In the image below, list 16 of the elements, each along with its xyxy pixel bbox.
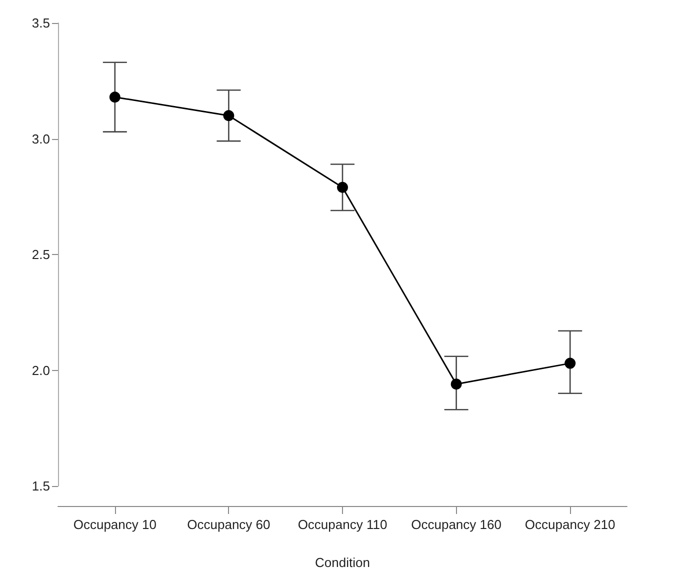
y-tick-label: 3.5 bbox=[32, 16, 50, 30]
x-tick-label: Occupancy 210 bbox=[524, 517, 616, 532]
y-tick-label: 3.0 bbox=[32, 131, 50, 146]
point bbox=[450, 378, 462, 390]
y-tick-label: 2.0 bbox=[32, 362, 50, 378]
y-tick-label: 2.5 bbox=[32, 247, 50, 262]
point bbox=[564, 358, 576, 369]
x-tick-label: Occupancy 10 bbox=[73, 517, 156, 532]
point bbox=[109, 92, 120, 103]
y-tick-label: 1.5 bbox=[32, 478, 50, 494]
x-tick-label: Occupancy 60 bbox=[187, 517, 270, 532]
x-tick-label: Occupancy 110 bbox=[298, 517, 388, 532]
x-axis-title: Condition bbox=[315, 555, 370, 570]
x-tick-label: Occupancy 160 bbox=[411, 517, 502, 532]
point bbox=[337, 182, 348, 193]
point bbox=[223, 110, 234, 122]
